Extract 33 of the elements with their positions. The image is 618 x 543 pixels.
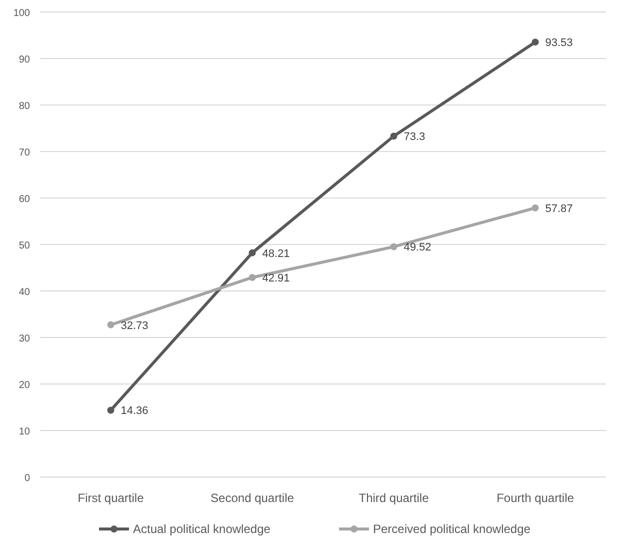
x-tick-label: Second quartile xyxy=(210,491,294,505)
data-label: 32.73 xyxy=(120,320,148,332)
y-tick-label: 30 xyxy=(18,334,30,344)
x-tick-label: First quartile xyxy=(78,491,144,505)
y-tick-label: 20 xyxy=(18,380,30,391)
point xyxy=(248,249,256,256)
data-label: 57.87 xyxy=(545,202,573,215)
y-tick-label: 0 xyxy=(24,473,30,484)
point xyxy=(532,38,539,46)
legend-label: Actual political knowledge xyxy=(133,522,271,536)
y-tick-label: 80 xyxy=(18,101,30,112)
y-tick-label: 100 xyxy=(13,8,30,19)
y-tick-label: 60 xyxy=(18,194,30,205)
data-label: 42.91 xyxy=(262,272,290,284)
point xyxy=(107,321,114,328)
y-tick-label: 10 xyxy=(18,426,30,438)
data-label: 73.3 xyxy=(404,131,426,144)
data-label: 93.53 xyxy=(545,37,573,50)
y-tick-label: 90 xyxy=(18,54,30,66)
y-tick-label: 50 xyxy=(18,240,30,252)
legend-label: Perceived political knowledge xyxy=(373,522,531,536)
x-tick-label: Third quartile xyxy=(358,491,430,505)
point xyxy=(390,243,398,250)
data-label: 14.36 xyxy=(120,405,148,418)
data-label: 48.21 xyxy=(262,248,290,260)
y-tick-label: 40 xyxy=(18,287,30,298)
point xyxy=(390,132,398,140)
point xyxy=(248,274,256,281)
point xyxy=(107,406,114,414)
x-tick-label: Fourth quartile xyxy=(496,491,574,505)
data-label: 49.52 xyxy=(404,242,432,254)
y-tick-label: 70 xyxy=(18,148,30,158)
point xyxy=(532,204,539,212)
